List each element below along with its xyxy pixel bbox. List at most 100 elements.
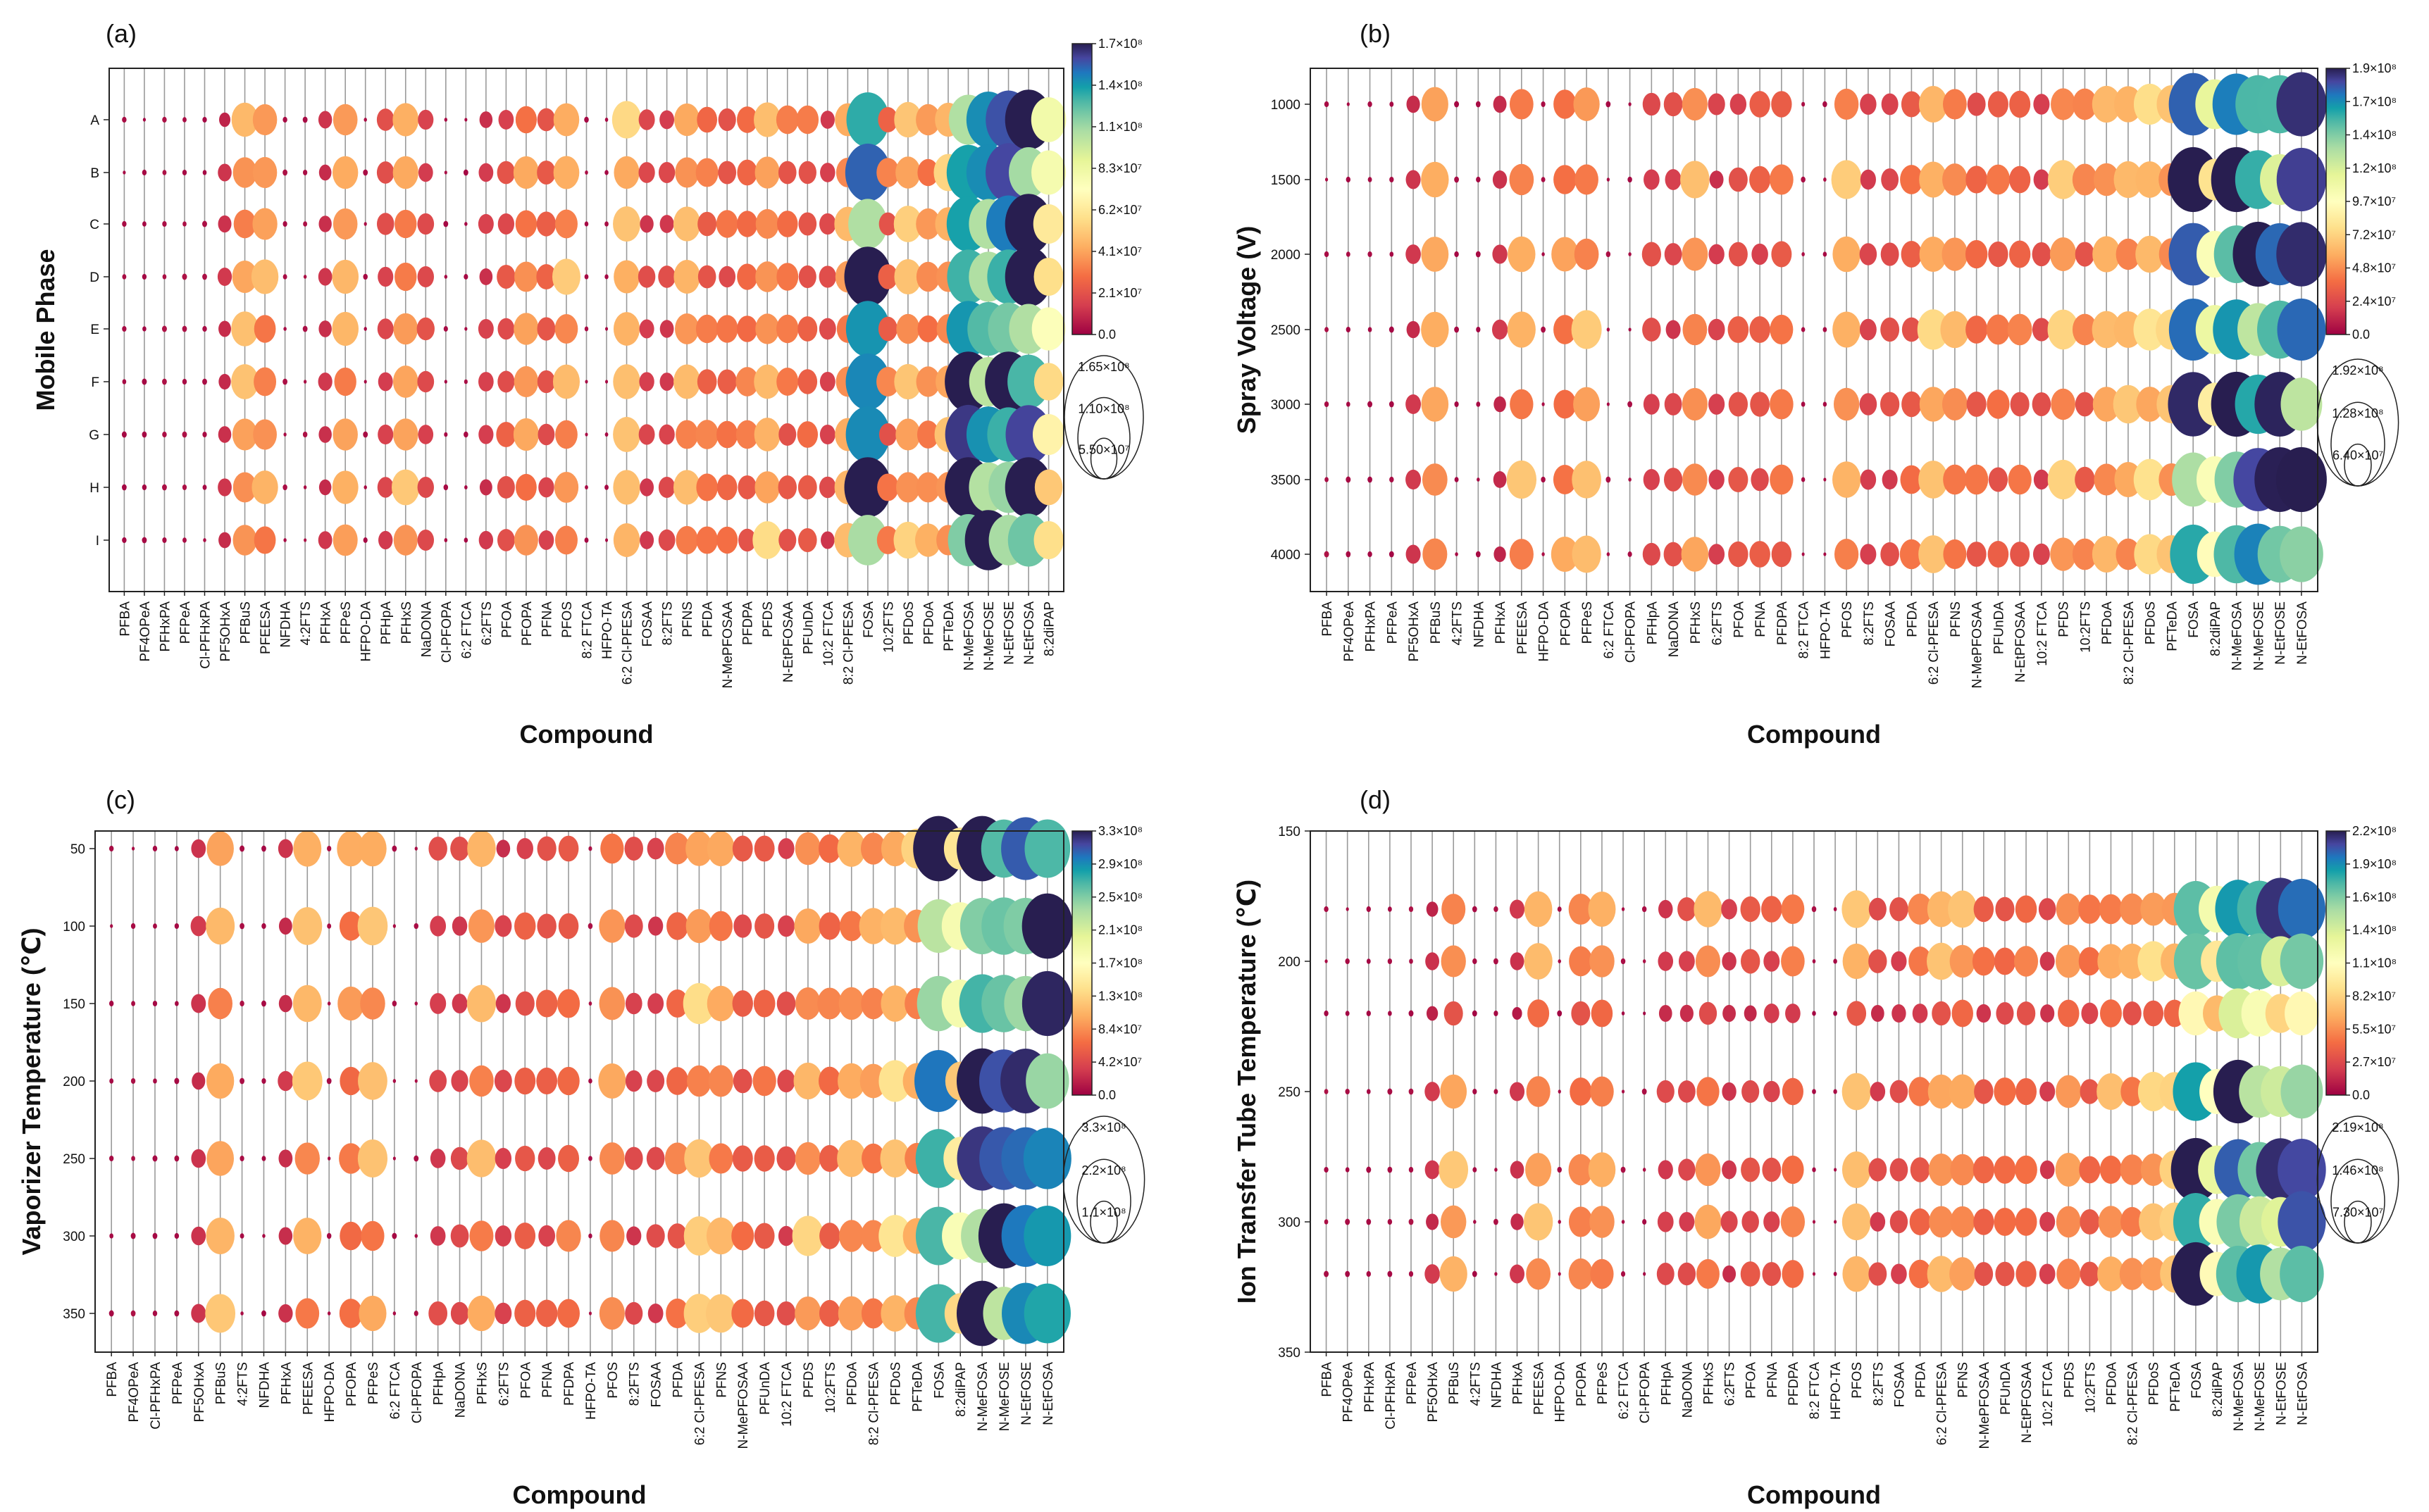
bubble-4-2fts — [240, 845, 245, 852]
bubble-hfpo-ta — [604, 118, 609, 122]
bubble-n-mepfosaa — [1973, 1208, 1994, 1235]
x-tick-label: FOSA — [2187, 601, 2201, 638]
bubble-pfna — [537, 913, 557, 939]
bubble-cl-pfopa — [1641, 906, 1647, 913]
bubble-fosa — [845, 353, 890, 411]
bubble-pfhpa — [378, 424, 394, 445]
bubble-pfda — [697, 265, 716, 289]
bubble-hfpo-da — [363, 537, 368, 543]
bubble-n-etpfosaa — [2014, 946, 2039, 977]
bubble-pfeesa — [292, 985, 322, 1023]
bubble-pfdpa — [735, 367, 759, 396]
bubble-nadona — [1664, 393, 1682, 416]
bubble-pfns — [1943, 539, 1967, 570]
bubble-hfpo-ta — [588, 923, 593, 930]
bubble-pfunda — [797, 316, 818, 342]
x-tick-label: 6:2FTS — [480, 601, 495, 645]
bubble-pfhxa — [278, 1304, 293, 1323]
bubble-pfpea — [182, 431, 187, 438]
panel-label: (d) — [1360, 785, 1391, 814]
bubble-pfdpa — [738, 528, 757, 552]
bubble-pfbus — [232, 472, 257, 503]
panel-b: PFBA PF4OPeA PFHxPA PFPeA PF5OHxA PFBuS 4:2FTS… — [1232, 19, 2399, 749]
bubble-pfba — [109, 1233, 114, 1239]
bubble-pf4opea — [142, 169, 147, 176]
bubble-pfhxa — [278, 994, 292, 1013]
bubble-pfpes — [333, 104, 358, 136]
bubble-pfdos — [2143, 1000, 2164, 1027]
bubble-pfopa — [514, 365, 539, 398]
bubble-nadona — [1678, 951, 1695, 972]
bubble-pfunda — [1995, 896, 2015, 922]
x-tick-label: HFPO-DA — [323, 1362, 337, 1423]
bubble-cl-pfopa — [444, 432, 448, 437]
bubble-10-2-ftca — [2039, 1263, 2056, 1285]
bubble-cl-pfhxpa — [202, 325, 207, 332]
x-tick-label: N-MeFOSA — [962, 601, 977, 671]
bubble-pfeesa — [293, 830, 322, 867]
x-tick-label: NaDONA — [454, 1362, 468, 1418]
bubble-6-2fts — [496, 839, 511, 858]
bubble-pfds — [2047, 160, 2079, 199]
bubble-pfunda — [798, 212, 817, 236]
bubble-pfunda — [754, 1145, 775, 1172]
bubble-6-2-ftca — [464, 118, 468, 122]
bubble-pfunda — [797, 475, 817, 500]
bubble-8-2-ftca — [584, 537, 589, 543]
bubble-6-2-ftca — [464, 485, 468, 489]
bubble-pfns — [1949, 944, 1975, 978]
bubble-n-etfosa — [1023, 1127, 1071, 1189]
x-tick-label: 6:2 Cl-PFESA — [1935, 1362, 1950, 1446]
bubble-pfba — [1324, 177, 1329, 182]
bubble-pfdpa — [558, 835, 579, 862]
x-tick-label: PFPeA — [1405, 1362, 1419, 1405]
bubble-pfds — [795, 832, 821, 866]
bubble-pfdos — [880, 907, 910, 945]
panel-d: PFBA PF4OPeA PFHxPA Cl-PFHxPA PFPeA PF5OHxA PF… — [1232, 785, 2399, 1509]
bubble-pfhpa — [1658, 951, 1674, 971]
bubble-pfdpa — [1782, 1077, 1803, 1106]
bubble-6-2-cl-pfesa — [1919, 161, 1948, 198]
bubble-nfdha — [261, 923, 266, 930]
bubble-pfoa — [1728, 541, 1748, 568]
bubble-pfpes — [360, 987, 385, 1020]
bubble-pfhpa — [378, 372, 393, 392]
x-tick-label: PFHpA — [379, 601, 394, 645]
bubble-6-2-cl-pfesa — [685, 831, 713, 866]
x-tick-label: N-EtFOSA — [1022, 601, 1037, 665]
bubble-pfhxa — [318, 426, 332, 443]
bubble-pf4opea — [130, 1310, 136, 1317]
bubble-pfhxs — [391, 469, 420, 506]
bubble-pfbus — [233, 209, 256, 239]
bubble-cl-pfopa — [443, 326, 448, 332]
bubble-pfos — [1832, 311, 1861, 348]
y-tick-label: 200 — [1278, 955, 1300, 970]
bubble-pfopa — [1553, 165, 1577, 194]
bubble-pfdos — [878, 1215, 912, 1257]
bubble-pfba — [108, 845, 114, 852]
bubble-pfpes — [1573, 387, 1601, 422]
x-tick-label: PF5OHxA — [1426, 1362, 1441, 1423]
bubble-pfdpa — [737, 159, 758, 186]
bubble-pfds — [2056, 893, 2081, 925]
bubble-n-mepfosaa — [1966, 542, 1987, 567]
bubble-cl-pfopa — [414, 1155, 419, 1162]
bubble-cl-pfhxpa — [152, 1000, 158, 1007]
bubble-pfdoa — [2099, 999, 2122, 1027]
bubble-hfpo-ta — [1822, 251, 1827, 257]
bubble-8-2fts — [624, 1147, 643, 1170]
bubble-pfda — [1899, 539, 1923, 570]
bubble-pfba — [122, 220, 127, 227]
x-tick-label: PFBA — [1320, 601, 1335, 637]
bubble-pfdos — [893, 206, 923, 242]
bubble-pfna — [538, 423, 555, 446]
bubble-pfna — [1763, 1080, 1780, 1103]
size-legend-label: 2.19×10⁸ — [2332, 1120, 2383, 1135]
bubble-pfds — [754, 156, 780, 189]
bubble-pfunda — [1994, 1208, 2016, 1236]
bubble-n-mepfosaa — [1965, 239, 1988, 269]
bubble-n-etpfosaa — [2015, 1077, 2037, 1106]
bubble-fosaa — [640, 531, 654, 549]
x-tick-label: NFDHA — [279, 601, 294, 648]
bubble-6-2-cl-pfesa — [1928, 1153, 1954, 1187]
